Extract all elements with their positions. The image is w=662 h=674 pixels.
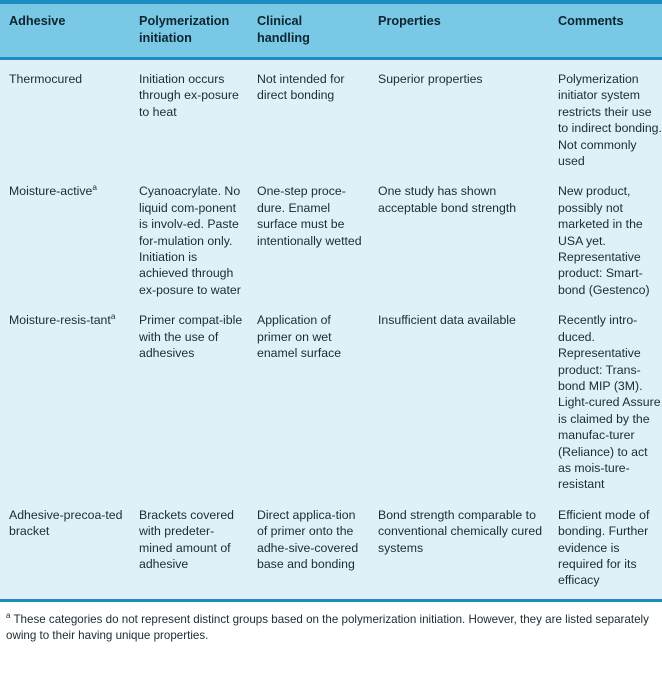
cell-comments: Efficient mode of bonding. Further evide… bbox=[558, 507, 650, 588]
table-row: Thermocured Initiation occurs through ex… bbox=[0, 71, 662, 169]
cell-clinical-handling: One-step proce-​dure. Enamel surface mus… bbox=[257, 184, 362, 248]
table-bottom-rule bbox=[0, 598, 662, 602]
table-row: Moisture-resis-​tanta Primer compat-​ibl… bbox=[0, 312, 662, 492]
cell-adhesive-text: Moisture-active bbox=[9, 184, 93, 199]
cell-comments: Polymerization initiator system restrict… bbox=[558, 72, 662, 169]
cell-adhesive-text: Adhesive-precoa-​ted bracket bbox=[9, 507, 123, 539]
cell-polymerization-initiation: Primer compat-​ible with the use of adhe… bbox=[139, 313, 243, 361]
cell-properties: Superior properties bbox=[378, 72, 483, 86]
cell-clinical-handling: Direct applica-​tion of primer onto the … bbox=[257, 507, 359, 571]
column-header-clinical-handling: Clinical handling bbox=[257, 14, 310, 45]
cell-adhesive-text: Moisture-resis-​tant bbox=[9, 313, 111, 328]
cell-properties: One study has shown acceptable bond stre… bbox=[378, 184, 517, 215]
cell-adhesive: Moisture-resis-​tanta bbox=[9, 312, 139, 492]
footnote-marker: a bbox=[6, 610, 11, 620]
cell-clinical-handling: Application of primer on wet enamel surf… bbox=[257, 313, 342, 361]
cell-clinical-handling: Not intended for direct bonding bbox=[257, 72, 345, 103]
table-row: Adhesive-precoa-​ted bracket Brackets co… bbox=[0, 507, 662, 589]
footnote-text: These categories do not represent distin… bbox=[6, 612, 649, 643]
table-body: Thermocured Initiation occurs through ex… bbox=[0, 60, 662, 599]
cell-polymerization-initiation: Cyanoacrylate. No liquid com-​ponent is … bbox=[139, 184, 241, 297]
cell-comments: Recently intro-​duced. Representative pr… bbox=[558, 313, 661, 492]
cell-adhesive-text: Thermocured bbox=[9, 72, 83, 86]
table-top-rule bbox=[0, 0, 662, 4]
table-row: Moisture-activea Cyanoacrylate. No liqui… bbox=[0, 183, 662, 298]
table-footnote: a These categories do not represent dist… bbox=[0, 602, 662, 645]
cell-polymerization-initiation: Brackets covered with predeter-​mined am… bbox=[139, 507, 235, 571]
column-header-adhesive: Adhesive bbox=[9, 14, 66, 28]
header-separator-rule bbox=[0, 57, 662, 60]
column-header-properties: Properties bbox=[378, 14, 441, 28]
cell-properties: Bond strength comparable to conventional… bbox=[378, 507, 543, 555]
cell-comments: New product, possibly not marketed in th… bbox=[558, 184, 650, 297]
column-header-polymerization-initiation: Polymerization initiation bbox=[139, 14, 230, 45]
column-header-comments: Comments bbox=[558, 14, 624, 28]
cell-adhesive: Thermocured bbox=[9, 71, 139, 169]
footnote-marker: a bbox=[110, 311, 116, 322]
table-header-row: Adhesive Polymerization initiation Clini… bbox=[0, 13, 662, 46]
cell-polymerization-initiation: Initiation occurs through ex-​posure to … bbox=[139, 72, 239, 119]
table-header: Adhesive Polymerization initiation Clini… bbox=[0, 4, 662, 57]
cell-adhesive: Adhesive-precoa-​ted bracket bbox=[9, 507, 139, 589]
cell-properties: Insufficient data available bbox=[378, 313, 516, 328]
footnote-marker: a bbox=[92, 182, 97, 193]
cell-adhesive: Moisture-activea bbox=[9, 183, 139, 298]
